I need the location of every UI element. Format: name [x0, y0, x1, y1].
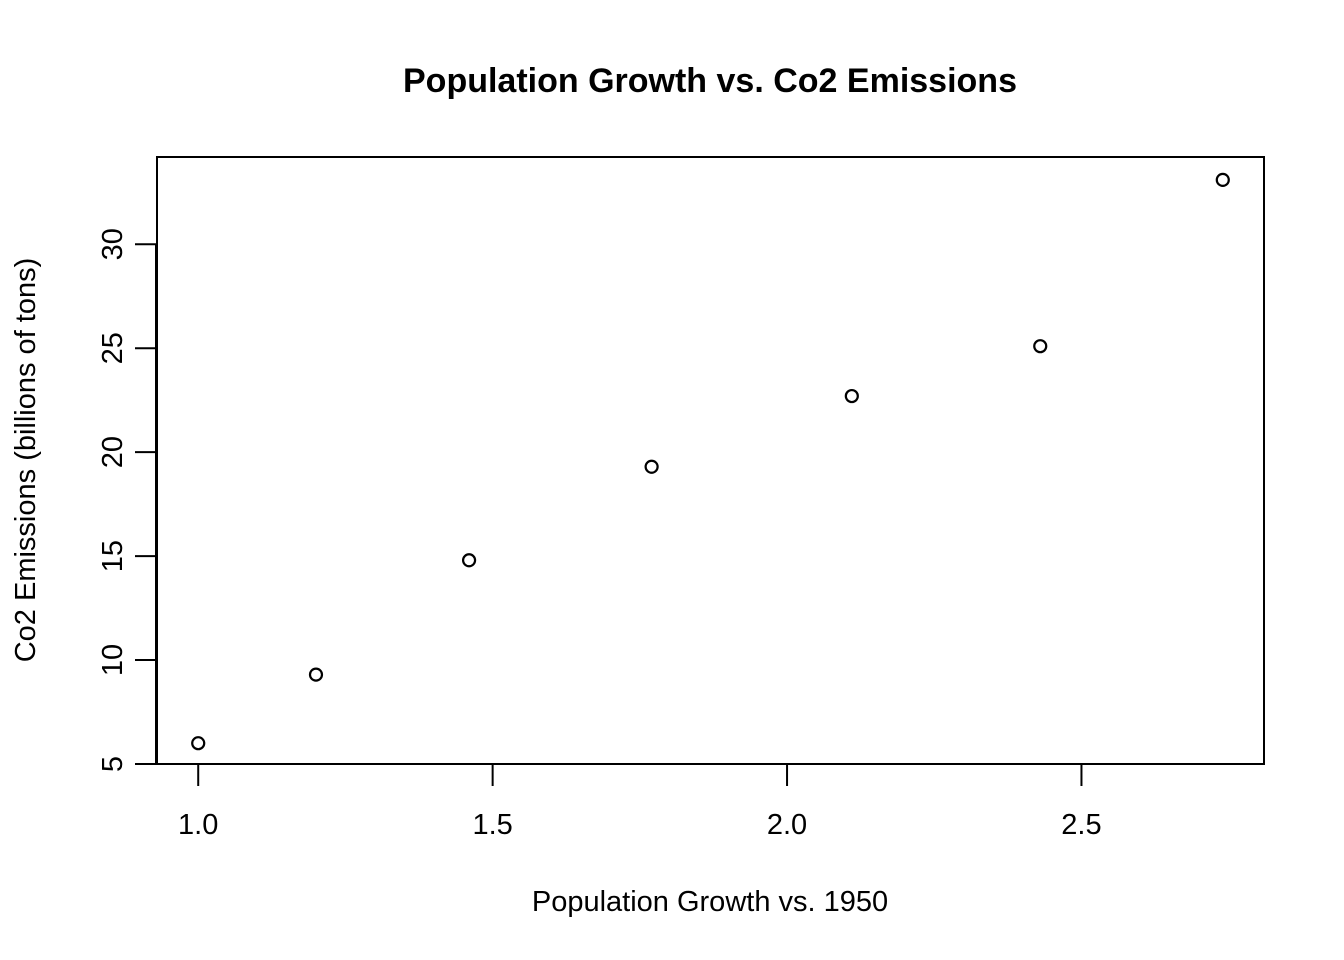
data-point	[308, 667, 324, 682]
data-point	[644, 459, 659, 474]
data-point	[844, 388, 859, 404]
y-tick-label: 10	[97, 644, 129, 676]
y-axis-label: Co2 Emissions (billions of tons)	[10, 258, 42, 663]
x-axis: 1.0 1.5 2.0 2.5	[178, 763, 1102, 841]
x-axis-label: Population Growth vs. 1950	[532, 886, 888, 918]
data-points	[191, 172, 1230, 751]
x-tick-label: 2.5	[1061, 809, 1101, 841]
y-tick-label: 30	[97, 228, 129, 260]
y-tick-label: 20	[97, 436, 129, 468]
data-point	[1215, 172, 1230, 187]
x-tick-label: 2.0	[767, 809, 807, 841]
data-point	[1033, 339, 1048, 354]
data-point	[191, 736, 206, 751]
y-axis: 5 10 15 20 25 30	[97, 228, 157, 772]
y-tick-label: 15	[97, 540, 129, 572]
chart-title: Population Growth vs. Co2 Emissions	[403, 62, 1017, 100]
x-tick-label: 1.5	[472, 809, 512, 841]
y-tick-label: 5	[97, 756, 129, 772]
plot-area-frame	[156, 156, 1265, 765]
data-point	[461, 553, 477, 568]
y-tick-label: 25	[97, 332, 129, 364]
x-tick-label: 1.0	[178, 809, 218, 841]
